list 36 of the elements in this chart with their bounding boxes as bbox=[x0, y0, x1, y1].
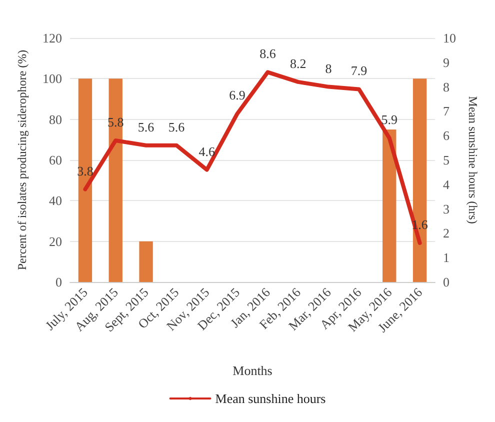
y-tick-label: 100 bbox=[42, 71, 62, 86]
y2-tick-label: 1 bbox=[443, 250, 450, 266]
bar bbox=[139, 241, 153, 282]
bar bbox=[78, 78, 92, 282]
y-axis-title: Percent of isolates producing siderophore (%) bbox=[15, 50, 29, 270]
bar bbox=[108, 78, 122, 282]
y2-tick-label: 9 bbox=[443, 54, 450, 70]
y-tick-label: 20 bbox=[49, 234, 62, 249]
bar bbox=[412, 78, 427, 282]
y-tick-label: 120 bbox=[42, 30, 62, 46]
y2-tick-label: 4 bbox=[443, 176, 450, 192]
y2-tick-label: 6 bbox=[443, 128, 450, 144]
data-label: 8.2 bbox=[290, 56, 306, 71]
x-axis-title: Months bbox=[232, 363, 272, 378]
data-label: 5.6 bbox=[168, 119, 186, 134]
y2-axis-title: Mean sunshine hours (hrs) bbox=[466, 96, 480, 224]
y-tick-label: 0 bbox=[56, 274, 62, 290]
y2-tick-label: 5 bbox=[443, 152, 450, 168]
y2-tick-label: 0 bbox=[443, 274, 450, 290]
y-tick-label: 60 bbox=[49, 152, 62, 168]
data-label: 8 bbox=[325, 60, 332, 76]
y2-tick-label: 8 bbox=[443, 79, 450, 94]
data-label: 6.9 bbox=[229, 88, 246, 103]
y2-tick-label: 10 bbox=[443, 30, 456, 46]
y2-tick-label: 3 bbox=[443, 201, 450, 216]
data-label: 5.6 bbox=[138, 119, 155, 134]
legend-label: Mean sunshine hours bbox=[215, 391, 326, 406]
data-label: 8.6 bbox=[260, 46, 276, 62]
data-label: 7.9 bbox=[350, 63, 368, 78]
y2-tick-label: 2 bbox=[443, 226, 450, 241]
data-label: 4.6 bbox=[198, 144, 216, 159]
bar bbox=[382, 130, 396, 282]
data-label: 5.9 bbox=[381, 112, 398, 128]
y2-tick-label: 7 bbox=[443, 104, 450, 119]
y-tick-label: 40 bbox=[49, 193, 62, 208]
y-tick-label: 80 bbox=[49, 112, 62, 127]
